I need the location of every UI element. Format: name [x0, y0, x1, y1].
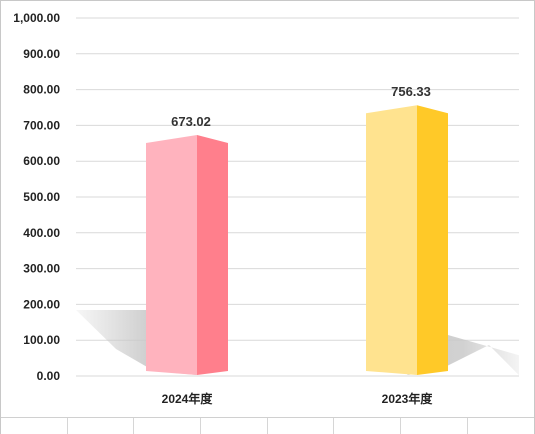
- data-label: 673.02: [171, 114, 211, 129]
- bar-side-face: [197, 135, 228, 375]
- y-tick-label: 400.00: [23, 226, 60, 240]
- y-tick-label: 0.00: [37, 369, 61, 383]
- grid-cell: [134, 418, 201, 434]
- chart-canvas: 0.00 100.00 200.00 300.00 400.00 500.00 600.00…: [13, 11, 519, 406]
- y-tick-label: 500.00: [23, 190, 60, 204]
- grid-cell: [201, 418, 268, 434]
- grid-cell: [67, 418, 134, 434]
- x-tick-label: 2024年度: [162, 391, 214, 406]
- y-tick-label: 700.00: [23, 118, 60, 132]
- y-tick-label: 300.00: [23, 262, 60, 276]
- y-tick-label: 900.00: [23, 47, 60, 61]
- grid-cell: [1, 418, 68, 434]
- bar-front-face: [146, 135, 197, 375]
- bar-side-face: [417, 105, 448, 375]
- y-tick-label: 800.00: [23, 83, 60, 97]
- grid-cell: [401, 418, 468, 434]
- bar-front-face: [366, 105, 417, 375]
- data-label: 756.33: [391, 84, 431, 99]
- y-tick-label: 1,000.00: [13, 11, 60, 25]
- bar-shadows: [76, 310, 519, 376]
- y-axis-ticks: 0.00 100.00 200.00 300.00 400.00 500.00 600.00…: [13, 11, 60, 383]
- y-tick-label: 100.00: [23, 333, 60, 347]
- x-tick-label: 2023年度: [382, 391, 434, 406]
- grid-cell: [267, 418, 334, 434]
- y-tick-label: 600.00: [23, 154, 60, 168]
- bars: [146, 105, 448, 375]
- sheet-grid-strip: [1, 417, 534, 434]
- x-axis-ticks: 2024年度 2023年度: [162, 391, 434, 406]
- grid-cell: [334, 418, 401, 434]
- y-tick-label: 200.00: [23, 297, 60, 311]
- data-labels: 673.02 756.33: [171, 84, 431, 129]
